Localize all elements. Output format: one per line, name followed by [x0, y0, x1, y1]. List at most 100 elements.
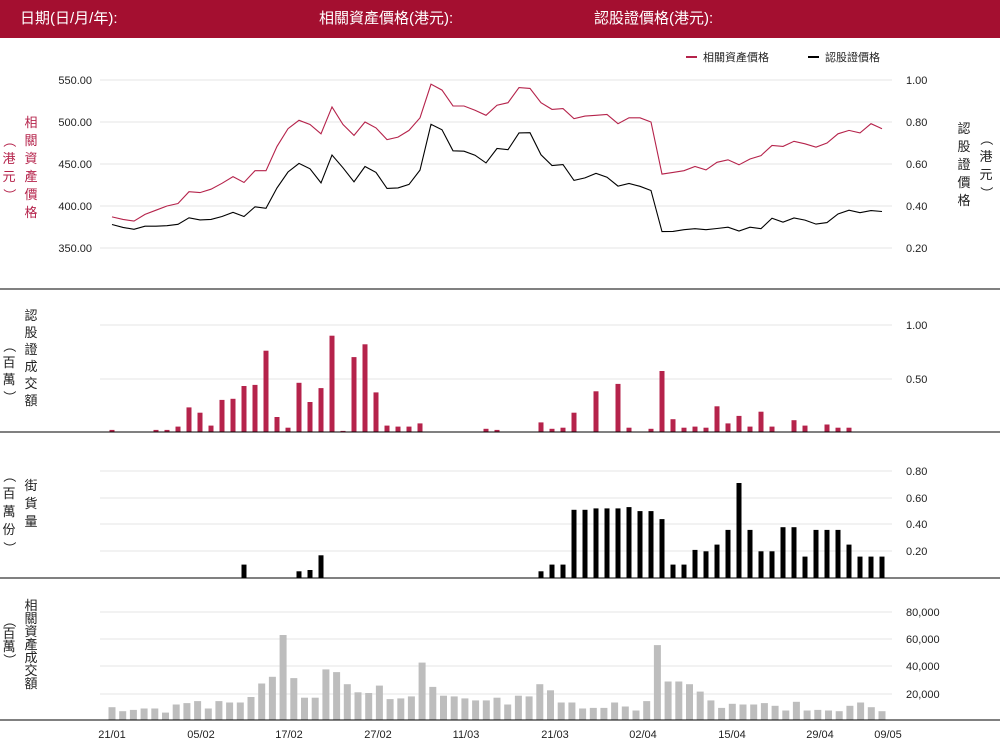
bar — [274, 417, 280, 432]
bar — [296, 382, 302, 432]
x-axis-tick-label: 21/03 — [541, 729, 569, 741]
bar — [802, 425, 808, 432]
bar — [560, 427, 566, 432]
bar — [418, 662, 426, 720]
right-axis-tick-label: 0.60 — [906, 159, 927, 171]
bar — [643, 701, 651, 720]
bar — [593, 508, 599, 578]
bar — [791, 420, 797, 432]
left-axis-tick-label: 450.00 — [58, 159, 92, 171]
bar — [681, 427, 687, 432]
bar — [482, 700, 490, 720]
bar — [579, 708, 587, 720]
bar — [236, 702, 244, 721]
bar — [758, 411, 764, 432]
underlying-price-label: 相關資產價格(港元): — [319, 10, 454, 27]
bar — [329, 335, 335, 432]
bar — [725, 529, 731, 578]
x-axis-tick-label: 17/02 — [275, 729, 303, 741]
axis-title-char: 產 — [24, 169, 37, 184]
bar — [514, 695, 522, 720]
bar — [568, 702, 576, 721]
x-axis-tick-label: 27/02 — [364, 729, 392, 741]
bar — [626, 427, 632, 432]
axis-title-char: 貨 — [24, 496, 37, 511]
bar — [653, 645, 661, 720]
bar — [549, 428, 555, 432]
bar — [868, 556, 874, 578]
right-axis-tick-label: 80,000 — [906, 607, 940, 619]
grid-lines — [100, 79, 892, 695]
axis-title-char: 元 — [2, 169, 15, 184]
bar — [204, 708, 212, 720]
left-axis-title-underlying-unit: （ 港元 ） — [2, 134, 17, 201]
bar — [162, 712, 169, 720]
bar — [557, 702, 565, 721]
date-label: 日期(日/月/年): — [20, 10, 118, 27]
bar — [813, 529, 819, 578]
bar — [621, 706, 629, 720]
axis-title-char: （ — [2, 134, 17, 147]
bar — [318, 388, 324, 432]
bar — [483, 428, 489, 432]
right-axis-tick-label: 0.60 — [906, 493, 927, 505]
bar — [263, 350, 269, 432]
bar — [747, 529, 753, 578]
bar — [450, 696, 458, 720]
axis-title-char: 格 — [24, 205, 37, 220]
bar — [782, 710, 790, 720]
axis-title-char: 關 — [24, 133, 37, 148]
bar — [362, 344, 368, 432]
bar — [386, 699, 394, 720]
axis-title-char: 相 — [24, 115, 37, 130]
axis-title-panel-2-main: 街貨量 — [24, 478, 37, 529]
bar — [373, 392, 379, 432]
bar — [129, 709, 137, 720]
axis-title-char: 認 — [24, 308, 37, 323]
axis-title-char: 認 — [957, 121, 970, 136]
bar — [648, 511, 654, 578]
bar — [714, 544, 720, 578]
axis-title-char: ） — [979, 186, 994, 199]
bar — [824, 424, 830, 432]
axis-title-char: ） — [2, 541, 17, 554]
warrant-price-line — [111, 123, 883, 233]
bar — [615, 383, 621, 432]
bar — [538, 571, 544, 578]
axis-title-char: 萬 — [2, 504, 15, 519]
axis-title-char: 萬 — [2, 639, 15, 654]
bar — [696, 691, 704, 720]
axis-title-char: 百 — [2, 626, 15, 641]
bar — [835, 711, 843, 720]
bar — [739, 704, 747, 720]
bar — [472, 700, 480, 720]
axis-title-char: （ — [979, 132, 994, 145]
bar — [406, 426, 412, 432]
bar — [461, 698, 469, 720]
left-axis-tick-label: 350.00 — [58, 243, 92, 255]
right-axis-title-warrant-unit: （ 港元 ） — [979, 132, 994, 199]
axes — [0, 288, 1000, 721]
bar — [197, 412, 203, 432]
axis-title-char: 份 — [2, 522, 15, 537]
axis-title-char: 成 — [24, 359, 37, 374]
x-axis-tick-label: 09/05 — [874, 729, 902, 741]
axis-title-char: 港 — [2, 151, 15, 166]
bar — [525, 696, 533, 720]
bar — [670, 564, 676, 578]
bar — [290, 678, 298, 720]
axis-title-char: 資 — [24, 624, 37, 639]
bar — [247, 697, 255, 720]
bar — [659, 371, 665, 432]
line-series — [111, 83, 883, 233]
bar — [301, 697, 308, 720]
bar — [340, 430, 346, 432]
bar — [769, 551, 775, 579]
bar — [333, 672, 341, 720]
bar — [311, 697, 319, 720]
bar — [792, 701, 800, 720]
right-axis-tick-label: 0.40 — [906, 519, 927, 531]
bar — [771, 705, 779, 720]
right-axis-tick-label: 40,000 — [906, 661, 940, 673]
